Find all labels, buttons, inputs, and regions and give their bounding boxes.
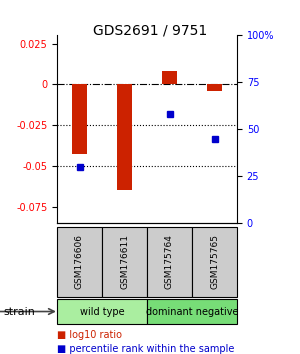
Text: wild type: wild type	[80, 307, 124, 316]
Text: ■ log10 ratio: ■ log10 ratio	[57, 330, 122, 340]
Text: dominant negative: dominant negative	[146, 307, 238, 316]
Bar	[147, 227, 192, 297]
Text: GSM176606: GSM176606	[75, 234, 84, 290]
Bar	[102, 227, 147, 297]
Bar	[57, 299, 147, 324]
Text: GDS2691 / 9751: GDS2691 / 9751	[93, 23, 207, 37]
Bar	[192, 227, 237, 297]
Bar	[117, 84, 132, 190]
Bar	[147, 299, 237, 324]
Text: ■ percentile rank within the sample: ■ percentile rank within the sample	[57, 344, 234, 354]
Text: GSM175765: GSM175765	[210, 234, 219, 290]
Bar	[57, 227, 102, 297]
Bar	[162, 71, 177, 84]
Text: strain: strain	[3, 307, 35, 316]
Bar	[207, 84, 222, 91]
Text: GSM176611: GSM176611	[120, 234, 129, 290]
Bar	[72, 84, 87, 154]
Text: GSM175764: GSM175764	[165, 234, 174, 290]
